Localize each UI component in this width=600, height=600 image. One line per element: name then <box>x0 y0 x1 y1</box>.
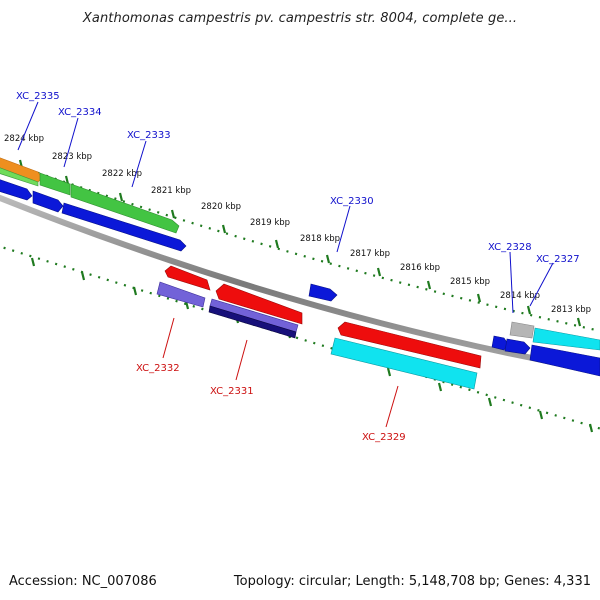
gene-arrow[interactable] <box>308 283 338 302</box>
gene-arrow[interactable] <box>70 183 180 234</box>
gene-arrow[interactable] <box>164 265 211 291</box>
forward-labels: XC_2335 XC_2334 XC_2333 XC_2330 XC_2328 … <box>16 91 580 314</box>
kbp-label: 2819 kbp <box>250 218 290 228</box>
gene-arrow[interactable] <box>32 190 64 213</box>
kbp-label: 2822 kbp <box>102 169 142 179</box>
gene-label[interactable]: XC_2328 <box>488 242 532 253</box>
gene-label[interactable]: XC_2329 <box>362 432 406 443</box>
kbp-label: 2823 kbp <box>52 152 92 162</box>
gene-arrow[interactable] <box>156 281 206 308</box>
kbp-label: 2817 kbp <box>350 249 390 259</box>
gene-label[interactable]: XC_2334 <box>58 107 102 118</box>
gene-arrow[interactable] <box>337 321 482 369</box>
forward-major-ticks <box>18 159 582 327</box>
gene-label[interactable]: XC_2335 <box>16 91 60 102</box>
kbp-label: 2821 kbp <box>151 186 191 196</box>
gene-arrow[interactable] <box>330 337 478 390</box>
kbp-label: 2814 kbp <box>500 291 540 301</box>
reverse-labels: XC_2332 XC_2331 XC_2329 <box>136 317 406 443</box>
gene-arrow[interactable] <box>215 283 303 325</box>
kbp-label: 2816 kbp <box>400 263 440 273</box>
gene-arrow[interactable] <box>61 202 187 252</box>
accession-text: Accession: NC_007086 <box>9 574 157 589</box>
gene-label[interactable]: XC_2330 <box>330 196 374 207</box>
reverse-genes <box>156 265 482 390</box>
genome-backbone <box>0 194 600 375</box>
gene-arrow[interactable] <box>0 166 39 187</box>
kbp-label: 2820 kbp <box>201 202 241 212</box>
gene-arrow[interactable] <box>532 327 600 351</box>
gene-label[interactable]: XC_2332 <box>136 363 180 374</box>
gene-arrow[interactable] <box>529 344 600 377</box>
gene-arrow[interactable] <box>509 321 535 339</box>
genome-summary-text: Topology: circular; Length: 5,148,708 bp… <box>233 574 591 589</box>
gene-arrow[interactable] <box>504 338 531 355</box>
kbp-label: 2815 kbp <box>450 277 490 287</box>
reverse-ruler <box>0 245 600 430</box>
gene-arrow[interactable] <box>208 305 297 339</box>
kbp-labels: 2824 kbp 2823 kbp 2822 kbp 2821 kbp 2820… <box>4 134 591 315</box>
gene-label[interactable]: XC_2333 <box>127 130 171 141</box>
map-title: Xanthomonas campestris pv. campestris st… <box>82 11 518 26</box>
kbp-label: 2813 kbp <box>551 305 591 315</box>
kbp-label: 2818 kbp <box>300 234 340 244</box>
kbp-label: 2824 kbp <box>4 134 44 144</box>
gene-arrow[interactable] <box>0 178 33 201</box>
gene-arrow[interactable] <box>39 172 71 196</box>
gene-label[interactable]: XC_2331 <box>210 386 254 397</box>
gene-label[interactable]: XC_2327 <box>536 254 580 265</box>
forward-genes <box>0 157 600 377</box>
